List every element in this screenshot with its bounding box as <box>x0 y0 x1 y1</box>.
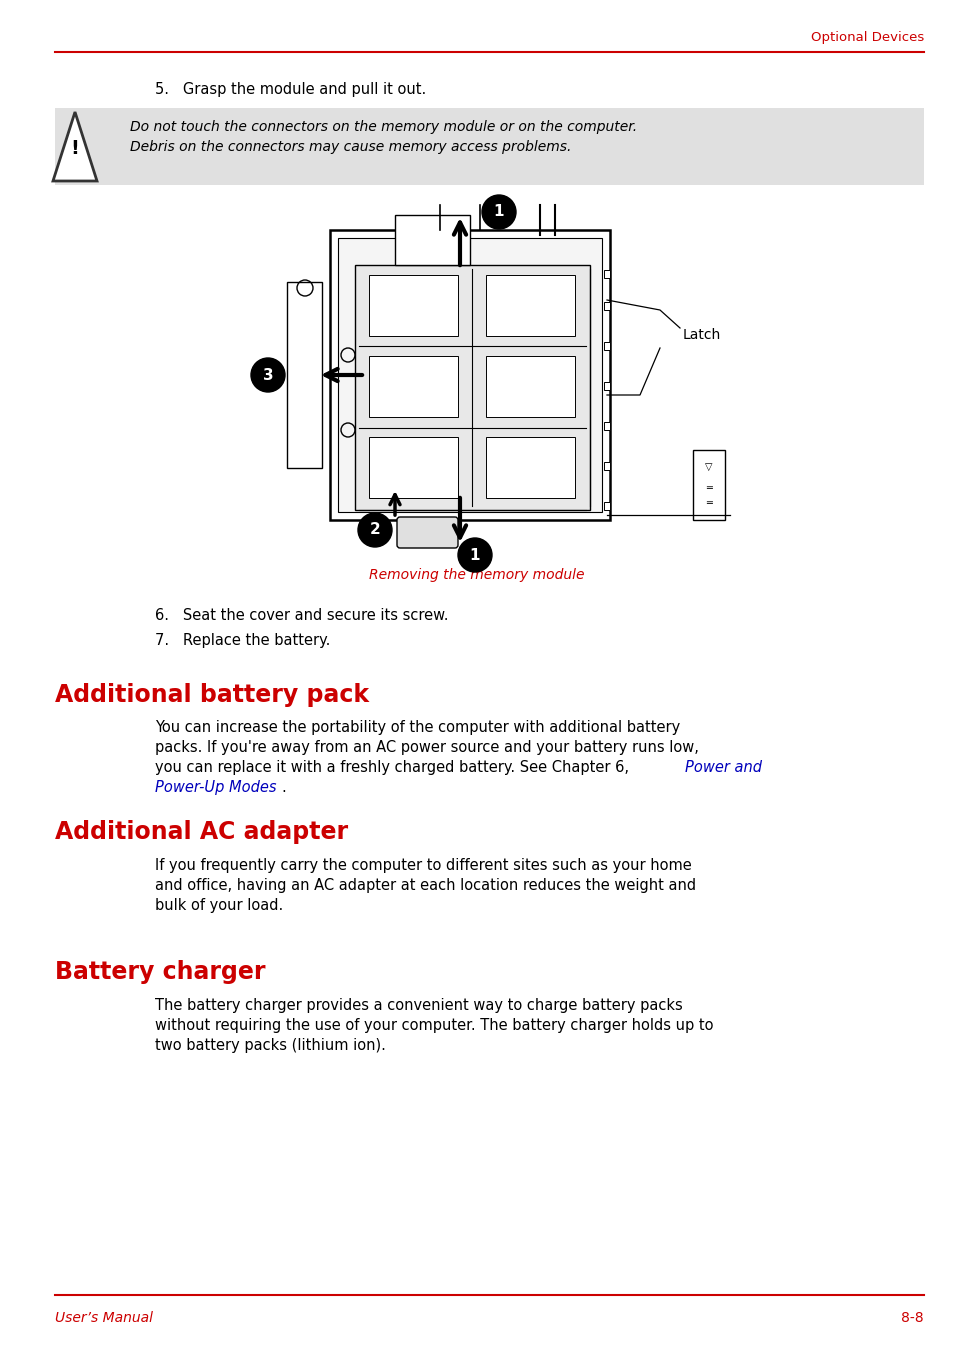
Text: without requiring the use of your computer. The battery charger holds up to: without requiring the use of your comput… <box>154 1019 713 1034</box>
Bar <box>603 342 609 350</box>
Bar <box>603 382 609 390</box>
Text: and office, having an AC adapter at each location reduces the weight and: and office, having an AC adapter at each… <box>154 878 696 893</box>
Bar <box>485 274 575 336</box>
Text: 3: 3 <box>262 367 273 382</box>
Text: bulk of your load.: bulk of your load. <box>154 898 283 913</box>
Text: Additional battery pack: Additional battery pack <box>55 684 369 707</box>
Bar <box>485 436 575 499</box>
Text: ═: ═ <box>705 499 711 508</box>
Text: Battery charger: Battery charger <box>55 961 265 984</box>
Polygon shape <box>337 238 601 512</box>
Text: If you frequently carry the computer to different sites such as your home: If you frequently carry the computer to … <box>154 858 691 873</box>
Text: 8-8: 8-8 <box>901 1310 923 1325</box>
Bar <box>369 355 457 417</box>
Text: 1: 1 <box>469 547 479 562</box>
Text: 1: 1 <box>494 204 504 219</box>
Bar <box>485 355 575 417</box>
Text: Latch: Latch <box>682 328 720 342</box>
Circle shape <box>251 358 285 392</box>
Text: 5.   Grasp the module and pull it out.: 5. Grasp the module and pull it out. <box>154 82 426 97</box>
Bar <box>603 303 609 309</box>
Polygon shape <box>330 230 609 520</box>
Text: ▽: ▽ <box>704 462 712 471</box>
Bar <box>603 503 609 509</box>
Circle shape <box>357 513 392 547</box>
Bar <box>692 450 724 520</box>
Text: Do not touch the connectors on the memory module or on the computer.
Debris on t: Do not touch the connectors on the memor… <box>130 120 637 154</box>
Text: you can replace it with a freshly charged battery. See Chapter 6,: you can replace it with a freshly charge… <box>154 761 633 775</box>
Text: ═: ═ <box>705 484 711 493</box>
Bar <box>603 462 609 470</box>
Bar <box>55 108 923 185</box>
Text: Power and: Power and <box>684 761 761 775</box>
Text: .: . <box>281 780 286 794</box>
Circle shape <box>481 195 516 230</box>
Text: User’s Manual: User’s Manual <box>55 1310 152 1325</box>
Text: The battery charger provides a convenient way to charge battery packs: The battery charger provides a convenien… <box>154 998 682 1013</box>
Text: !: ! <box>71 139 79 158</box>
Bar <box>287 282 322 467</box>
Text: Power-Up Modes: Power-Up Modes <box>154 780 276 794</box>
Text: 6.   Seat the cover and secure its screw.: 6. Seat the cover and secure its screw. <box>154 608 448 623</box>
Text: 2: 2 <box>369 523 380 538</box>
Bar <box>369 436 457 499</box>
Bar <box>603 270 609 278</box>
Polygon shape <box>53 112 97 181</box>
Text: Removing the memory module: Removing the memory module <box>369 567 584 582</box>
Bar <box>369 274 457 336</box>
Text: two battery packs (lithium ion).: two battery packs (lithium ion). <box>154 1038 385 1052</box>
Polygon shape <box>56 118 94 178</box>
Polygon shape <box>355 265 589 509</box>
Bar <box>395 215 470 265</box>
Text: You can increase the portability of the computer with additional battery: You can increase the portability of the … <box>154 720 679 735</box>
Text: Additional AC adapter: Additional AC adapter <box>55 820 348 844</box>
FancyBboxPatch shape <box>396 517 457 549</box>
Text: Optional Devices: Optional Devices <box>810 31 923 45</box>
Bar <box>603 422 609 430</box>
Circle shape <box>457 538 492 571</box>
Text: packs. If you're away from an AC power source and your battery runs low,: packs. If you're away from an AC power s… <box>154 740 699 755</box>
Text: 7.   Replace the battery.: 7. Replace the battery. <box>154 634 330 648</box>
